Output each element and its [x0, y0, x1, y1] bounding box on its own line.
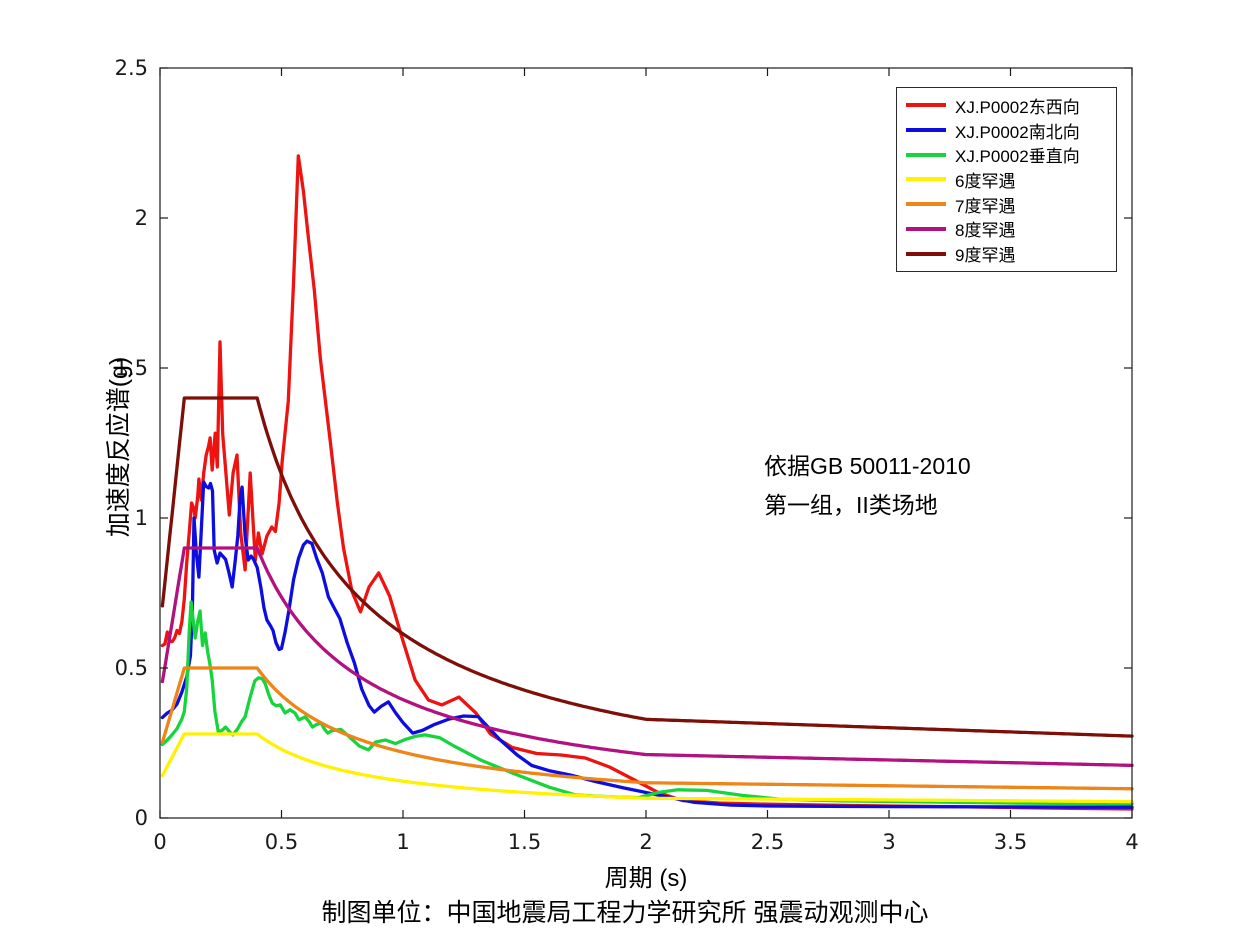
curve-recorded-0	[160, 154, 1134, 811]
annotation: 依据GB 50011-2010 第一组，II类场地	[764, 447, 971, 525]
legend-label: XJ.P0002南北向	[955, 122, 1080, 142]
y-tick-label: 2	[135, 206, 148, 230]
legend-label: 7度罕遇	[955, 196, 1016, 216]
legend-label: 8度罕遇	[955, 221, 1016, 241]
legend-line-swatch	[906, 128, 946, 133]
curve-design-2	[160, 546, 1134, 768]
legend-line-swatch	[906, 226, 946, 231]
x-tick-label: 0	[153, 830, 166, 854]
x-tick-label: 3.5	[994, 830, 1027, 854]
x-tick-label: 1.5	[508, 830, 541, 854]
legend-box: XJ.P0002东西向 XJ.P0002南北向 XJ.P0002垂直向 6度罕遇 7度罕…	[896, 87, 1117, 272]
curve-design-1	[160, 666, 1134, 791]
legend-line-swatch	[906, 177, 946, 182]
legend-item: 6度罕遇	[906, 167, 1116, 191]
legend-item: 8度罕遇	[906, 217, 1116, 241]
legend-item: XJ.P0002东西向	[906, 93, 1116, 117]
x-tick-label: 2.5	[751, 830, 784, 854]
curve-design-0	[160, 732, 1134, 804]
y-tick-label: 1	[135, 506, 148, 530]
legend-line-swatch	[906, 152, 946, 157]
x-tick-label: 3	[882, 830, 895, 854]
legend-line-swatch	[906, 103, 946, 108]
legend-item: 9度罕遇	[906, 242, 1116, 266]
legend-item: XJ.P0002南北向	[906, 118, 1116, 142]
x-tick-label: 4	[1125, 830, 1138, 854]
x-tick-label: 1	[396, 830, 409, 854]
x-tick-label: 2	[639, 830, 652, 854]
legend-label: XJ.P0002垂直向	[955, 147, 1080, 167]
y-tick-label: 1.5	[115, 356, 148, 380]
y-tick-label: 0.5	[115, 656, 148, 680]
curve-design-3	[160, 396, 1134, 738]
legend-line-swatch	[906, 202, 946, 207]
annotation-line-2: 第一组，II类场地	[764, 492, 938, 518]
x-tick-label: 0.5	[265, 830, 298, 854]
legend-label: 9度罕遇	[955, 246, 1016, 266]
caption: 制图单位：中国地震局工程力学研究所 强震动观测中心	[321, 899, 929, 927]
legend-label: 6度罕遇	[955, 171, 1016, 191]
legend-line-swatch	[906, 251, 946, 256]
curve-recorded-1	[160, 480, 1134, 809]
y-tick-label: 2.5	[115, 56, 148, 80]
curve-recorded-2	[160, 600, 1134, 806]
x-axis-label: 周期 (s)	[604, 865, 688, 892]
annotation-line-1: 依据GB 50011-2010	[764, 453, 971, 479]
y-axis-label: 加速度反应谱(g)	[105, 356, 133, 538]
y-tick-label: 0	[135, 806, 148, 830]
legend-item: XJ.P0002垂直向	[906, 143, 1116, 167]
legend-item: 7度罕遇	[906, 192, 1116, 216]
legend-label: XJ.P0002东西向	[955, 97, 1080, 117]
